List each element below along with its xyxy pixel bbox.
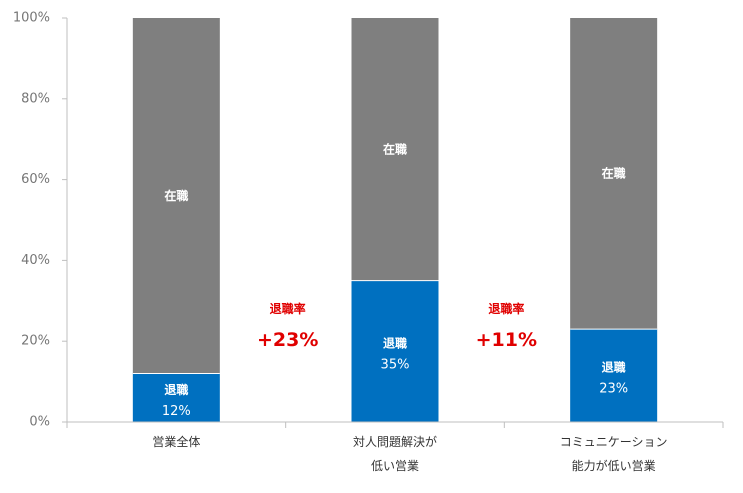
y-tick-label: 40% [21,253,50,268]
segment-label-retained: 在職 [383,141,407,156]
segment-value-label: 35% [381,357,410,372]
y-axis: 0% 20% 40% 60% 80% 100% [13,11,68,430]
bar-segment-zaishoku [132,18,220,374]
segment-label-retained: 在職 [602,166,626,181]
annotation-value: +23% [257,329,318,351]
annotation-label: 退職率 [270,301,306,316]
y-tick-label: 100% [13,11,50,26]
x-category-label: 能力が低い営業 [572,458,656,473]
segment-label-left: 退職 [164,382,188,397]
segment-label-left: 退職 [602,360,626,375]
annotation-value: +11% [476,329,537,351]
x-category-label: 低い営業 [371,459,419,473]
segment-value-label: 12% [162,404,191,419]
annotation-label: 退職率 [488,301,524,316]
bar-segment-taishoku [570,329,658,422]
x-category-label: 対人問題解決が [353,434,437,449]
segment-label-retained: 在職 [164,188,188,203]
y-tick-label: 0% [29,415,50,430]
y-tick-label: 20% [21,334,50,349]
x-category-label: コミュニケーション [560,435,668,449]
x-category-label: 営業全体 [152,434,200,449]
segment-value-label: 23% [599,382,628,397]
annotations: 退職率 +23% 退職率 +11% [257,301,537,351]
segment-label-left: 退職 [383,335,407,350]
bar-segment-zaishoku [351,18,439,281]
bar-segment-taishoku [351,280,439,422]
bar-segment-zaishoku [570,18,658,330]
y-tick-label: 80% [21,91,50,106]
y-tick-label: 60% [21,172,50,187]
bar-segment-taishoku [132,373,220,422]
